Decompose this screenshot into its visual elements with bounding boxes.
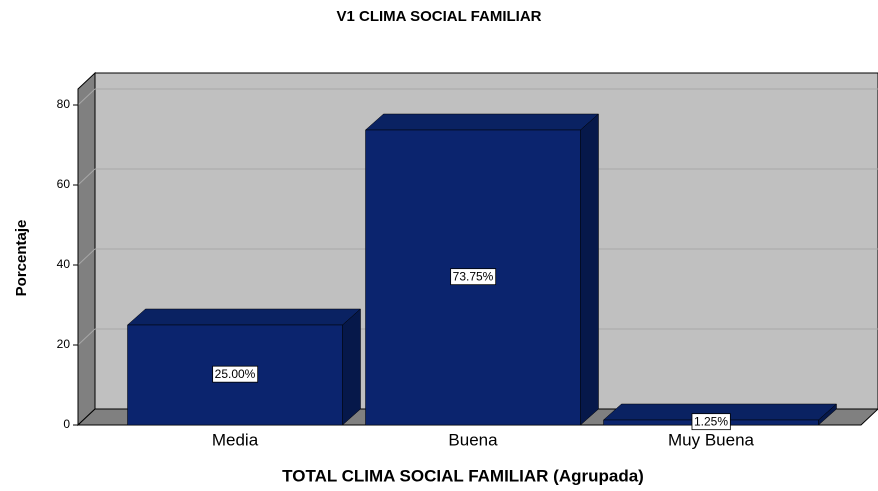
grid-line [77, 168, 96, 186]
x-axis-title: TOTAL CLIMA SOCIAL FAMILIAR (Agrupada) [282, 466, 644, 485]
value-label-box [212, 365, 259, 383]
left-wall [77, 71, 96, 427]
value-label: 1.25% [694, 415, 728, 429]
bar-top [364, 113, 600, 131]
grid-line [77, 88, 96, 106]
x-tick-label: Media [212, 430, 259, 449]
x-tick-label: Buena [448, 430, 498, 449]
grid-line [77, 328, 96, 346]
bar-side [580, 113, 599, 426]
y-tick-label: 60 [57, 177, 71, 191]
value-label: 73.75% [453, 270, 494, 284]
value-label-box [450, 268, 497, 286]
bar-side [342, 308, 361, 426]
value-label: 25.00% [215, 367, 256, 381]
grid-line [77, 248, 96, 266]
y-tick-label: 20 [57, 337, 71, 351]
chart-title: V1 CLIMA SOCIAL FAMILIAR [336, 8, 541, 25]
bar-top [126, 308, 362, 326]
y-axis-title: Porcentaje [13, 220, 30, 297]
x-tick-label: Muy Buena [668, 430, 755, 449]
value-label-box [691, 413, 731, 431]
y-tick-label: 80 [57, 97, 71, 111]
y-tick-label: 0 [63, 417, 70, 431]
y-tick-label: 40 [57, 257, 71, 271]
